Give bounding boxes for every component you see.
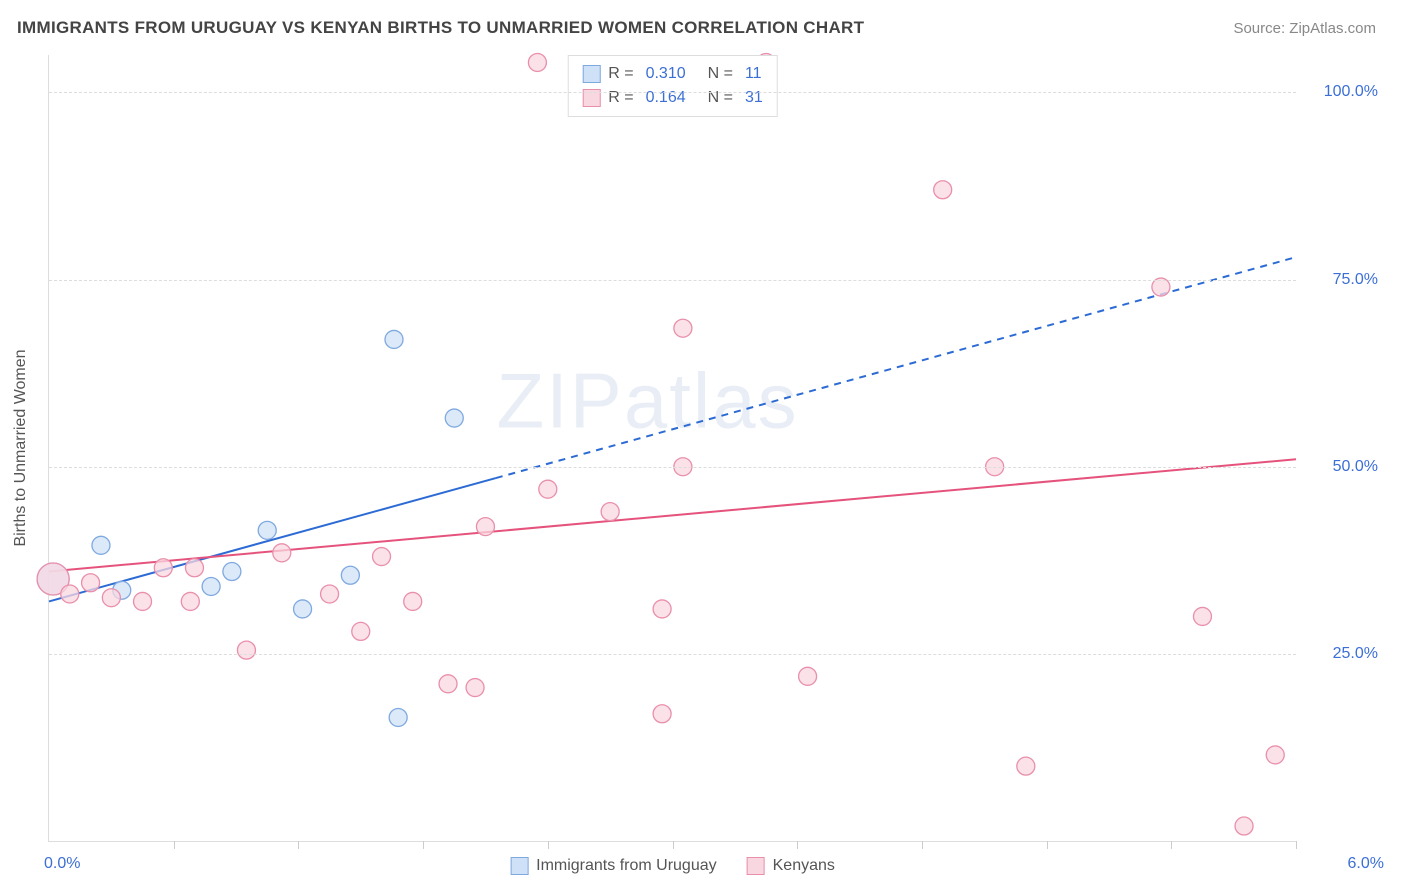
legend-swatch xyxy=(747,857,765,875)
data-point xyxy=(674,319,692,337)
data-point xyxy=(223,563,241,581)
data-point xyxy=(653,705,671,723)
data-point xyxy=(539,480,557,498)
data-point xyxy=(294,600,312,618)
chart-title: IMMIGRANTS FROM URUGUAY VS KENYAN BIRTHS… xyxy=(17,18,864,38)
data-point xyxy=(202,577,220,595)
legend-n-label: N = xyxy=(708,86,733,110)
data-point xyxy=(92,536,110,554)
legend-n-value: 31 xyxy=(745,86,763,110)
data-point xyxy=(82,574,100,592)
data-point xyxy=(934,181,952,199)
legend-series-item: Kenyans xyxy=(747,857,835,875)
x-tick xyxy=(1296,841,1297,849)
trend-line-dashed xyxy=(496,257,1296,478)
data-point xyxy=(352,622,370,640)
data-point xyxy=(653,600,671,618)
chart-area: ZIPatlas Births to Unmarried Women 0.0% … xyxy=(48,55,1296,842)
x-tick xyxy=(423,841,424,849)
data-point xyxy=(389,708,407,726)
y-tick-label: 75.0% xyxy=(1333,271,1378,289)
gridline xyxy=(49,280,1296,281)
legend-series-label: Immigrants from Uruguay xyxy=(536,857,717,875)
data-point xyxy=(1152,278,1170,296)
x-tick xyxy=(797,841,798,849)
x-axis-min-label: 0.0% xyxy=(44,855,80,873)
legend-series: Immigrants from Uruguay Kenyans xyxy=(510,857,835,875)
trend-line xyxy=(49,459,1296,571)
legend-swatch xyxy=(510,857,528,875)
legend-r-label: R = xyxy=(608,62,633,86)
legend-stats: R = 0.310 N = 11 R = 0.164 N = 31 xyxy=(567,55,778,117)
chart-source: Source: ZipAtlas.com xyxy=(1233,20,1376,37)
data-point xyxy=(528,53,546,71)
legend-r-value: 0.164 xyxy=(646,86,686,110)
legend-swatch xyxy=(582,65,600,83)
data-point xyxy=(185,559,203,577)
x-tick xyxy=(174,841,175,849)
data-point xyxy=(102,589,120,607)
data-point xyxy=(601,503,619,521)
data-point xyxy=(799,667,817,685)
gridline xyxy=(49,467,1296,468)
legend-stat-row: R = 0.164 N = 31 xyxy=(582,86,763,110)
gridline xyxy=(49,92,1296,93)
data-point xyxy=(373,548,391,566)
legend-n-label: N = xyxy=(708,62,733,86)
x-tick xyxy=(922,841,923,849)
data-point xyxy=(466,679,484,697)
data-point xyxy=(445,409,463,427)
data-point xyxy=(237,641,255,659)
data-point xyxy=(341,566,359,584)
legend-n-value: 11 xyxy=(745,62,762,86)
data-point xyxy=(134,592,152,610)
y-tick-label: 50.0% xyxy=(1333,458,1378,476)
x-tick xyxy=(548,841,549,849)
data-point xyxy=(321,585,339,603)
x-tick xyxy=(673,841,674,849)
x-tick xyxy=(298,841,299,849)
x-tick xyxy=(1171,841,1172,849)
data-point xyxy=(1193,607,1211,625)
y-tick-label: 25.0% xyxy=(1333,645,1378,663)
data-point xyxy=(1266,746,1284,764)
legend-stat-row: R = 0.310 N = 11 xyxy=(582,62,763,86)
data-point xyxy=(273,544,291,562)
data-point xyxy=(154,559,172,577)
y-tick-label: 100.0% xyxy=(1324,83,1378,101)
legend-r-value: 0.310 xyxy=(646,62,686,86)
legend-series-label: Kenyans xyxy=(773,857,835,875)
data-point xyxy=(439,675,457,693)
data-point xyxy=(404,592,422,610)
data-point xyxy=(476,518,494,536)
y-axis-label: Births to Unmarried Women xyxy=(12,349,30,546)
data-point xyxy=(385,330,403,348)
data-point xyxy=(1235,817,1253,835)
gridline xyxy=(49,654,1296,655)
data-point xyxy=(181,592,199,610)
plot-svg xyxy=(49,55,1296,841)
plot-area: ZIPatlas Births to Unmarried Women 0.0% … xyxy=(48,55,1296,842)
data-point xyxy=(1017,757,1035,775)
x-tick xyxy=(1047,841,1048,849)
legend-series-item: Immigrants from Uruguay xyxy=(510,857,717,875)
data-point xyxy=(61,585,79,603)
data-point xyxy=(258,521,276,539)
x-axis-max-label: 6.0% xyxy=(1348,855,1384,873)
chart-header: IMMIGRANTS FROM URUGUAY VS KENYAN BIRTHS… xyxy=(0,0,1406,48)
legend-r-label: R = xyxy=(608,86,633,110)
